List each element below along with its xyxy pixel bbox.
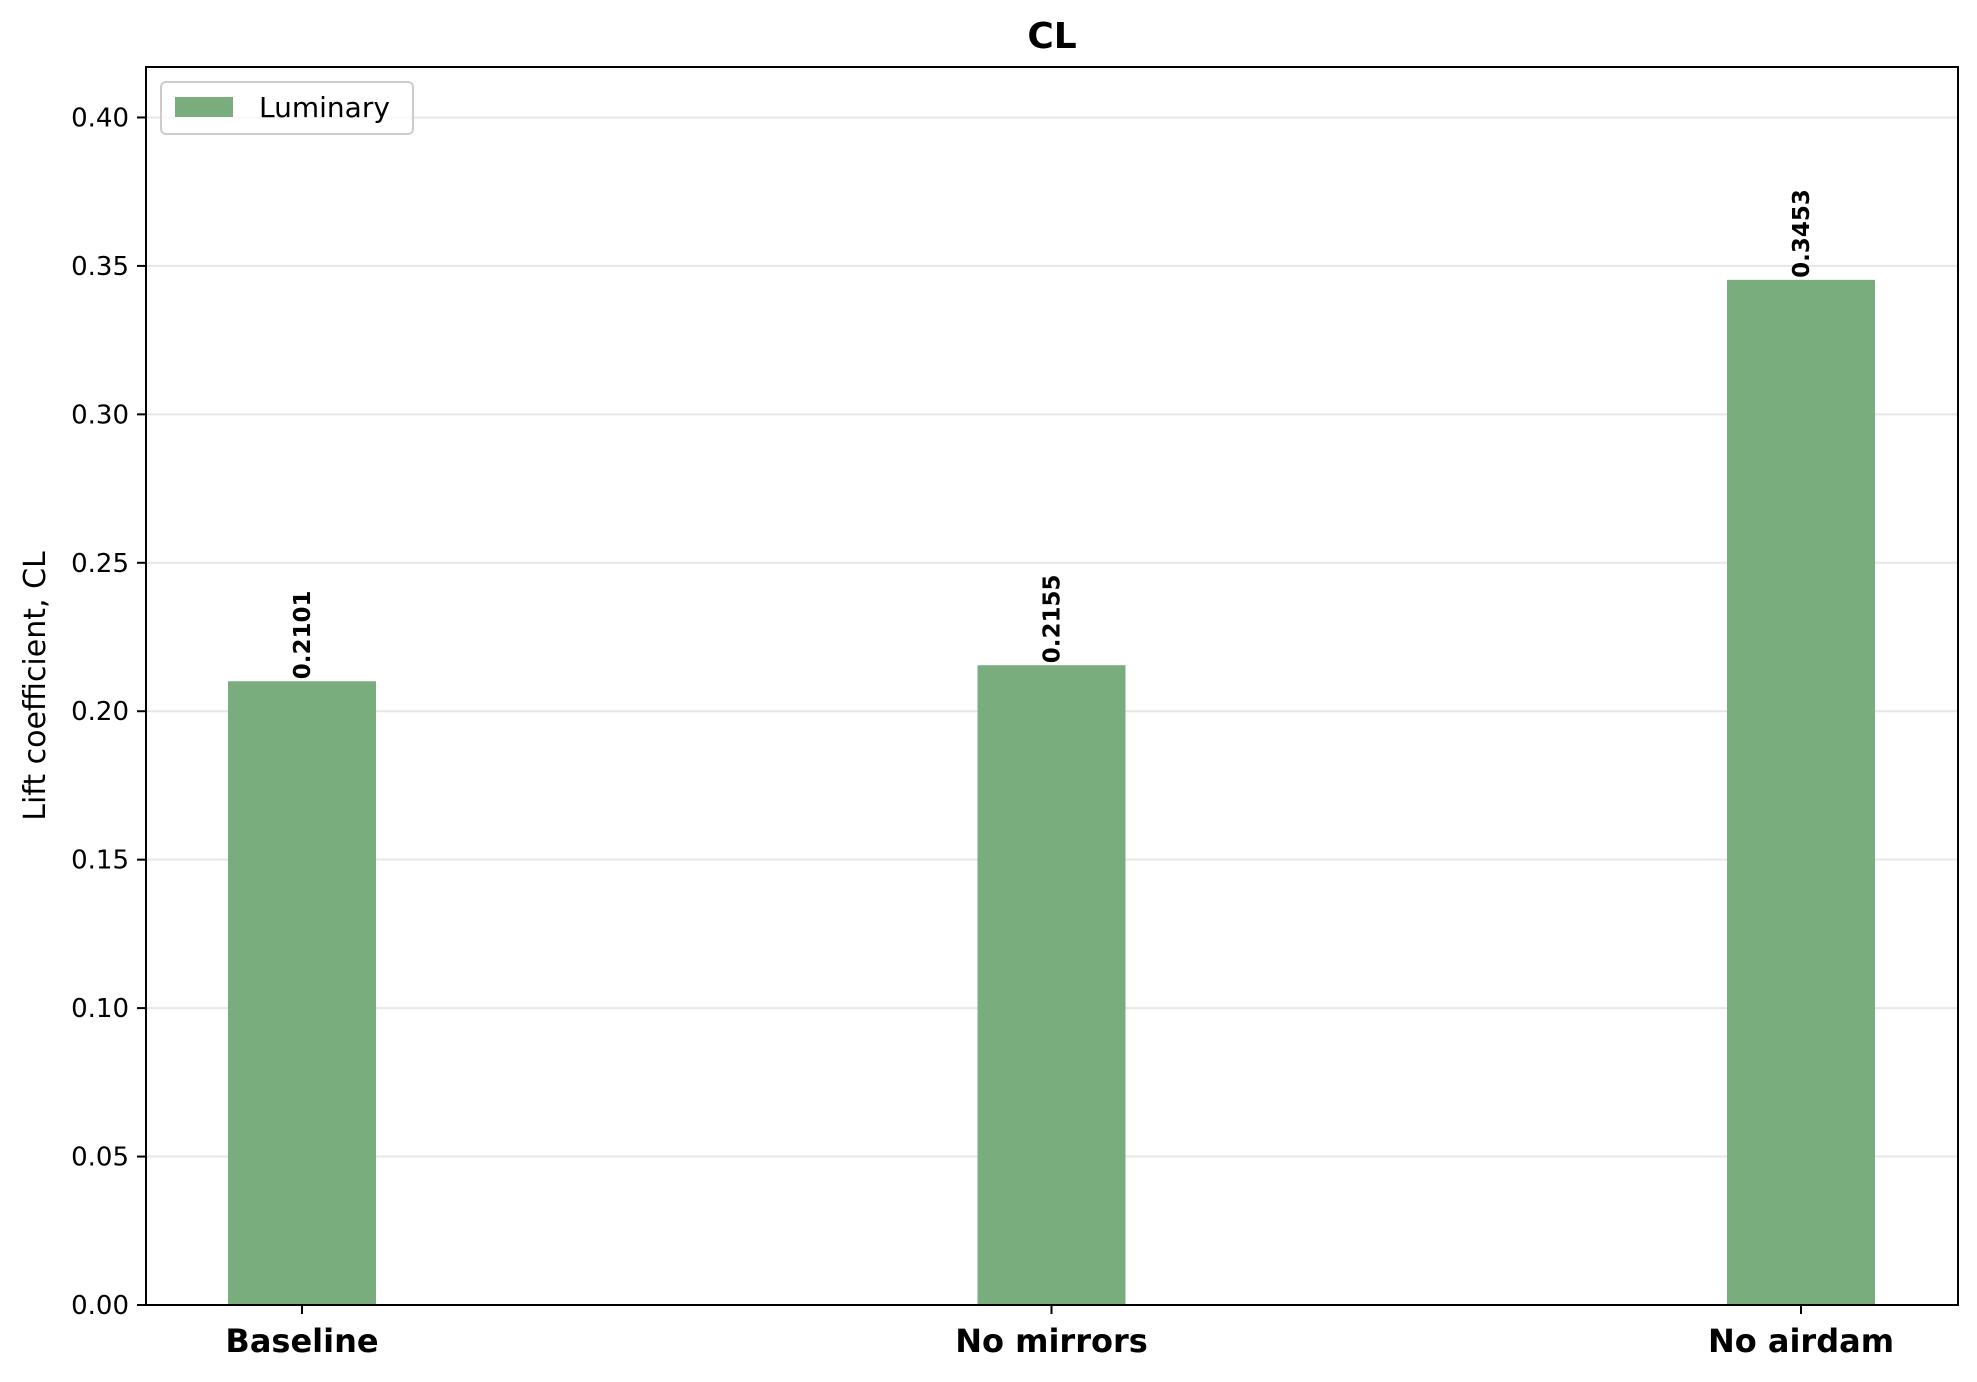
y-tick-label: 0.40	[71, 103, 129, 133]
x-tick-label: Baseline	[225, 1322, 378, 1360]
y-tick-label: 0.10	[71, 994, 129, 1024]
x-axis-ticks: Baseline No mirrors No airdam	[225, 1305, 1894, 1360]
bar-value-label: 0.2155	[1040, 574, 1066, 663]
y-tick-label: 0.00	[71, 1291, 129, 1321]
legend-swatch	[175, 97, 233, 117]
y-tick-label: 0.30	[71, 400, 129, 430]
y-tick-label: 0.35	[71, 252, 129, 282]
y-tick-label: 0.20	[71, 697, 129, 727]
legend: Luminary	[160, 81, 414, 135]
legend-label: Luminary	[259, 91, 390, 124]
chart-title: CL	[1027, 16, 1076, 57]
bar-value-labels: 0.2101 0.2155 0.3453	[290, 189, 1815, 679]
x-tick-label: No mirrors	[955, 1322, 1148, 1360]
y-tick-label: 0.25	[71, 549, 129, 579]
y-tick-label: 0.15	[71, 846, 129, 876]
bars	[228, 279, 1875, 1305]
bar-value-label: 0.2101	[290, 590, 316, 679]
bar-baseline	[228, 681, 376, 1305]
bar-value-label: 0.3453	[1789, 189, 1815, 278]
y-axis-label: Lift coefficient, CL	[18, 551, 53, 821]
y-tick-label: 0.05	[71, 1143, 129, 1173]
bar-no-airdam	[1727, 279, 1875, 1305]
y-axis-ticks: 0.00 0.05 0.10 0.15 0.20 0.25 0.30 0.35 0.40	[71, 103, 146, 1321]
bar-no-mirrors	[977, 665, 1126, 1305]
x-tick-label: No airdam	[1708, 1322, 1894, 1360]
legend-box	[160, 81, 414, 135]
